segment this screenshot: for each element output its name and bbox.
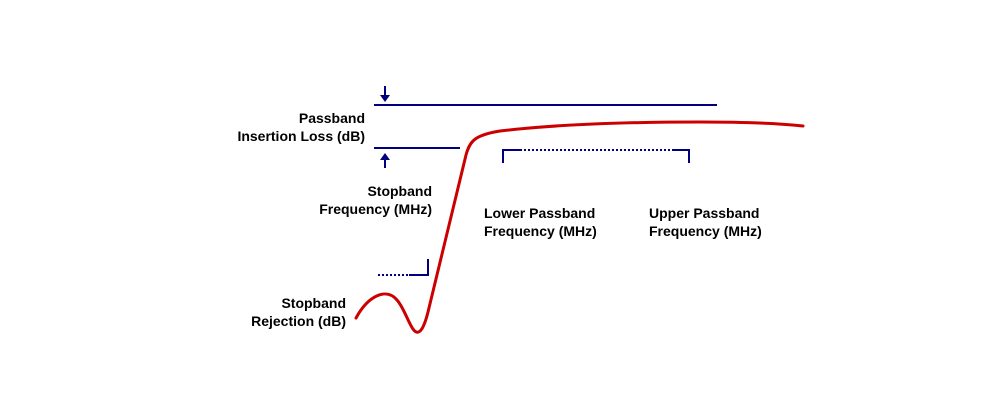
filter-response-curve [354,120,805,334]
arrow-down-icon [380,86,390,102]
lower-passband-frequency-label: Lower Passband Frequency (MHz) [484,205,597,239]
passband-frequency-bracket [502,149,690,163]
upper-passband-frequency-label: Upper Passband Frequency (MHz) [649,205,762,239]
stopband-rejection-label: Stopband Rejection (dB) [251,295,346,329]
arrow-up-icon [380,153,390,168]
stopband-frequency-label: Stopband Frequency (MHz) [319,183,432,217]
passband-insertion-loss-label: Passband Insertion Loss (dB) [237,110,365,144]
stopband-frequency-bracket [378,259,429,276]
